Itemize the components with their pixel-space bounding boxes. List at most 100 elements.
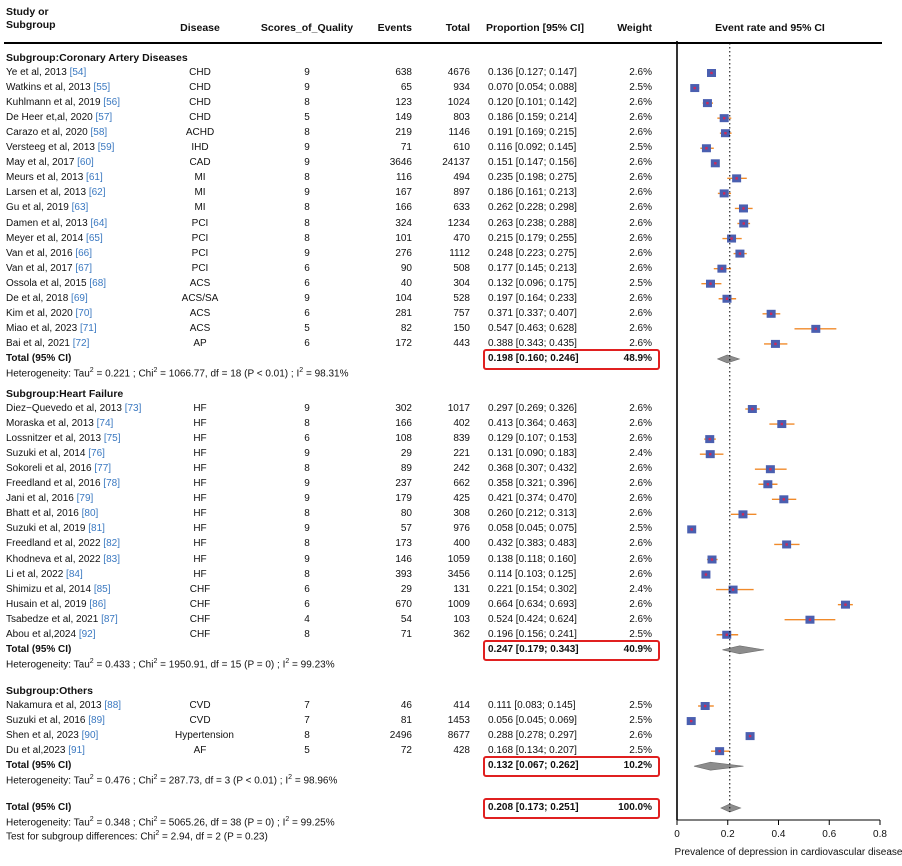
subgroup-1-study-row-quality: 8 [304,232,310,244]
subgroup-1-study-row-study: Watkins et al, 2013 [55] [6,82,110,94]
subgroup-1-study-row-events: 101 [395,232,412,244]
subgroup-1-study-row-weight: 2.6% [629,97,652,109]
subgroup-1-study-row-14-core [709,282,712,285]
subgroup-2-study-row-weight: 2.4% [629,448,652,460]
subgroup-1-total-diamond [716,354,741,364]
subgroup-1-study-row-weight: 2.6% [629,307,652,319]
study-name: Ossola et al, 2015 [6,277,87,289]
subgroup-2-study-row-disease: HF [193,418,207,430]
study-ref: [91] [65,745,85,757]
subgroup-1-study-row-disease: PCI [191,232,209,244]
study-ref: [84] [63,568,83,580]
subgroup-1-study-row-proportion: 0.132 [0.096; 0.175] [488,277,577,289]
subgroup-1-study-row-study: Van et al, 2016 [66] [6,248,92,260]
subgroup-1-study-row-disease: PCI [191,247,209,259]
subgroup-1-study-row-quality: 6 [304,277,310,289]
het-part: Heterogeneity: Tau [6,659,90,671]
subgroup-2-study-row-weight: 2.6% [629,493,652,505]
subgroup-1-study-row-0-core [710,71,713,75]
het-part: 38 [230,817,242,829]
subgroup-2-study-row-weight: 2.6% [629,463,652,475]
study-name: Shimizu et al, 2014 [6,583,92,595]
subgroup-1-study-row-disease: ACS/SA [181,292,219,304]
study-name: Bhatt et al, 2016 [6,508,79,520]
subgroup-1-study-row-9-core [742,207,745,210]
subgroup-2-study-row-proportion: 0.058 [0.045; 0.075] [488,523,577,535]
het-part: 98.96% [303,775,338,787]
subgroup-1-study-row-13-core [720,267,724,270]
subgroup-1-study-row-weight: 2.6% [629,157,652,169]
study-ref: [67] [72,262,93,274]
subgroup-1-study-row-events: 324 [395,217,412,229]
het-part: 98.31% [314,368,349,380]
x-axis-label: Prevalence of depression in cardiovascul… [675,847,902,858]
subgroup-1-study-row-events: 167 [395,187,412,199]
study-ref: [92] [76,628,96,640]
subgroup-1-study-row-study: Bai et al, 2021 [72] [6,338,89,350]
subgroup-1-study-row-disease: IHD [191,142,209,154]
study-name: Diez−Quevedo et al, 2013 [6,403,122,414]
x-tick-label-3: 0.6 [822,829,836,840]
study-ref: [72] [69,337,90,349]
study-name: Damen et al, 2013 [6,217,88,229]
subgroup-2-study-row-weight: 2.6% [629,553,652,565]
study-name: Van et al, 2017 [6,262,73,274]
study-ref: [87] [98,613,118,625]
het-part: 99.25% [300,817,335,829]
subgroup-1-study-row-12-core [738,252,742,255]
subgroup-2-study-row-total: 1017 [447,403,470,414]
subgroup-1-study-row-total: 528 [453,292,470,304]
subgroup-2-total-highlight [483,639,660,661]
het-part: 0.476 [105,775,131,787]
subgroup-2-study-row-proportion: 0.413 [0.364; 0.463] [488,418,577,430]
subgroup-1-study-row-total: 150 [453,322,470,334]
subgroup-1-study-row-disease: CHD [189,97,211,109]
het-part: 1950.91 [168,659,205,671]
x-tick-label-4: 0.8 [873,829,887,840]
subgroup-2-study-row-events: 166 [395,418,412,430]
header-plot: Event rate and 95% CI [715,22,825,34]
study-ref: [62] [86,187,106,199]
subgroup-1-title: Subgroup:Coronary Artery Diseases [6,52,188,64]
subgroup-3-study-row-disease: AF [193,745,207,757]
subgroup-2-study-row-14-core [808,618,812,621]
study-name: Khodneva et al, 2022 [6,553,101,565]
subgroup-1-study-row-events: 90 [400,262,412,274]
study-ref: [65] [83,232,103,244]
subgroup-1-study-row-weight: 2.6% [629,322,652,334]
subgroup-2-study-row-proportion: 0.432 [0.383; 0.483] [488,538,577,550]
subgroup-2-study-row-study: Freedland et al, 2022 [82] [6,538,120,550]
study-ref: [79] [73,493,94,505]
het-part: 5065.26 [168,817,205,829]
x-tick-label-0: 0 [674,829,680,840]
subgroup-3-study-row-weight: 2.5% [629,745,652,757]
study-name: Versteeg et al, 2013 [6,142,95,154]
subgroup-1-study-row-study: Damen et al, 2013 [64] [6,218,107,230]
study-ref: [88] [101,700,122,711]
header-study-line1: Study or [6,6,49,18]
subgroup-1-study-row-total: 803 [453,112,470,124]
overall-total-diamond [720,803,742,813]
subgroup-2-study-row-proportion: 0.524 [0.424; 0.624] [488,613,577,625]
subgroup-2-total-weight: 40.9% [623,643,652,655]
subgroup-2-study-row-study: Li et al, 2022 [84] [6,569,83,581]
study-ref: [73] [121,403,142,414]
study-ref: [64] [87,217,108,229]
subgroup-1-study-row-proportion: 0.186 [0.161; 0.213] [488,187,577,199]
study-ref: [80] [78,508,99,520]
subgroup-3-study-row-proportion: 0.056 [0.045; 0.069] [488,715,577,727]
subgroup-2-study-row-events: 393 [395,568,412,580]
study-ref: [83] [100,553,120,565]
subgroup-2-study-row-weight: 2.6% [629,403,652,414]
subgroup-3-study-row-quality: 8 [304,730,310,742]
study-ref: [76] [85,448,105,460]
subgroup-1-study-row-events: 82 [400,322,412,334]
subgroup-1-study-row-2-core [706,101,709,105]
study-ref: [68] [86,277,107,289]
study-ref: [89] [85,715,105,727]
subgroup-1-study-row-6-core [714,162,717,165]
subgroup-3-study-row-quality: 7 [304,715,310,727]
header-study-line2: Subgroup [6,19,56,31]
subgroup-1-study-row-proportion: 0.235 [0.198; 0.275] [488,172,577,184]
subgroup-1-study-row-quality: 8 [304,97,310,109]
